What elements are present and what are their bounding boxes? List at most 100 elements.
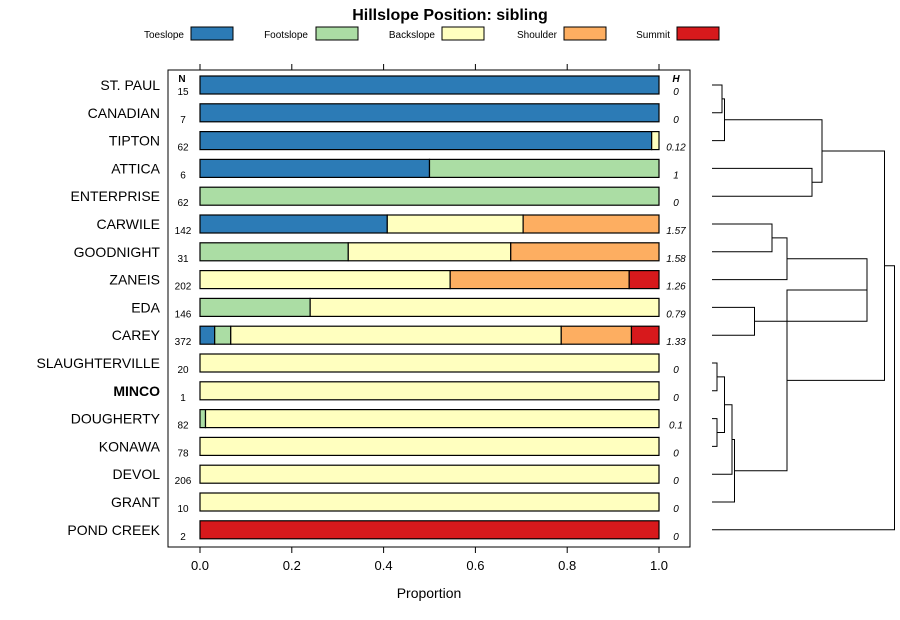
dendrogram-branch xyxy=(712,405,732,475)
row-slaughterville: SLAUGHTERVILLE 20 0 xyxy=(37,354,680,376)
bar-segment-backslope xyxy=(200,437,659,455)
row-h-value: 0 xyxy=(673,198,679,209)
bar-segment-backslope xyxy=(206,410,659,428)
bar-segment-shoulder xyxy=(511,243,659,261)
dendrogram-branch xyxy=(717,377,725,433)
row-grant: GRANT 10 0 xyxy=(111,493,679,515)
legend-label-toeslope: Toeslope xyxy=(144,30,184,41)
legend-swatch-shoulder xyxy=(564,27,606,40)
row-label: GOODNIGHT xyxy=(74,244,161,260)
legend-swatch-toeslope xyxy=(191,27,233,40)
row-h-value: 0.1 xyxy=(669,421,683,432)
row-n-value: 78 xyxy=(177,448,189,459)
legend-swatch-summit xyxy=(677,27,719,40)
row-label: EDA xyxy=(131,299,160,315)
row-h-value: 0 xyxy=(673,504,679,515)
n-column-header: N xyxy=(178,74,185,85)
row-h-value: 0 xyxy=(673,115,679,126)
row-n-value: 10 xyxy=(177,504,189,515)
row-attica: ATTICA 6 1 xyxy=(111,159,679,181)
row-label: CAREY xyxy=(112,327,161,343)
row-zaneis: ZANEIS 202 1.26 xyxy=(109,271,686,293)
row-label: GRANT xyxy=(111,494,160,510)
row-pond-creek: POND CREEK 2 0 xyxy=(67,521,679,543)
row-h-value: 1.33 xyxy=(666,337,686,348)
bar-segment-backslope xyxy=(348,243,510,261)
top-axis-ticks xyxy=(200,64,659,70)
row-carwile: CARWILE 142 1.57 xyxy=(96,215,686,237)
bar-segment-backslope xyxy=(310,298,659,316)
dendrogram-branch xyxy=(712,238,787,280)
row-n-value: 6 xyxy=(180,170,186,181)
dendrogram-branch xyxy=(787,151,885,380)
row-label: CANADIAN xyxy=(88,105,160,121)
bar-segment-footslope xyxy=(200,298,310,316)
row-label: DOUGHERTY xyxy=(71,411,161,427)
dendrogram-branch xyxy=(712,99,725,141)
row-h-value: 1 xyxy=(673,170,679,181)
bar-segment-shoulder xyxy=(450,271,629,289)
x-axis-title: Proportion xyxy=(397,585,462,601)
x-tick-label: 1.0 xyxy=(650,558,668,573)
dendrogram-branch xyxy=(712,419,717,447)
row-carey: CAREY 372 1.33 xyxy=(112,326,686,348)
x-tick-label: 0.6 xyxy=(466,558,484,573)
bar-segment-toeslope xyxy=(200,215,387,233)
dendrogram-branch xyxy=(712,439,735,502)
row-label: TIPTON xyxy=(109,133,160,149)
chart-title: Hillslope Position: sibling xyxy=(352,7,548,24)
row-canadian: CANADIAN 7 0 xyxy=(88,104,680,126)
row-n-value: 62 xyxy=(177,198,189,209)
row-label: DEVOL xyxy=(113,466,161,482)
row-label: CARWILE xyxy=(96,216,160,232)
row-label: KONAWA xyxy=(99,438,161,454)
bar-segment-summit xyxy=(631,326,659,344)
dendrogram xyxy=(712,85,895,530)
row-n-value: 2 xyxy=(180,532,186,543)
legend-label-footslope: Footslope xyxy=(264,30,308,41)
row-h-value: 0.79 xyxy=(666,309,686,320)
row-n-value: 62 xyxy=(177,143,189,154)
legend-swatch-footslope xyxy=(316,27,358,40)
bar-segment-summit xyxy=(629,271,659,289)
row-h-value: 0 xyxy=(673,532,679,543)
legend-swatch-backslope xyxy=(442,27,484,40)
row-h-value: 0 xyxy=(673,87,679,98)
row-label: ZANEIS xyxy=(109,272,160,288)
row-h-value: 1.26 xyxy=(666,282,686,293)
bar-segment-toeslope xyxy=(200,159,430,177)
bar-segment-toeslope xyxy=(200,326,215,344)
dendrogram-branch xyxy=(712,168,812,196)
bar-segment-backslope xyxy=(200,465,659,483)
bar-segment-summit xyxy=(200,521,659,539)
row-n-value: 372 xyxy=(175,337,192,348)
row-h-value: 0 xyxy=(673,365,679,376)
bar-segment-toeslope xyxy=(200,132,652,150)
bar-segment-shoulder xyxy=(523,215,659,233)
row-konawa: KONAWA 78 0 xyxy=(99,437,679,459)
dendrogram-branch xyxy=(712,363,717,391)
bar-segment-toeslope xyxy=(200,76,659,94)
row-goodnight: GOODNIGHT 31 1.58 xyxy=(74,243,687,265)
row-h-value: 0 xyxy=(673,393,679,404)
row-dougherty: DOUGHERTY 82 0.1 xyxy=(71,410,683,432)
bar-segment-footslope xyxy=(200,243,348,261)
row-n-value: 15 xyxy=(177,87,189,98)
bar-segment-footslope xyxy=(200,187,659,205)
x-tick-label: 0.0 xyxy=(191,558,209,573)
x-tick-label: 0.2 xyxy=(283,558,301,573)
bar-segment-backslope xyxy=(200,382,659,400)
row-eda: EDA 146 0.79 xyxy=(131,298,686,320)
row-devol: DEVOL 206 0 xyxy=(113,465,680,487)
hillslope-chart: Hillslope Position: sibling Toeslope Foot… xyxy=(0,0,900,620)
x-axis: 0.0 0.2 0.4 0.6 0.8 1.0 xyxy=(191,547,668,573)
row-h-value: 0.12 xyxy=(666,143,686,154)
row-n-value: 206 xyxy=(175,476,192,487)
x-tick-label: 0.8 xyxy=(558,558,576,573)
bar-segment-backslope xyxy=(200,493,659,511)
row-st-paul: ST. PAUL 15 0 xyxy=(100,76,679,98)
row-label: MINCO xyxy=(113,383,160,399)
bar-segment-footslope xyxy=(215,326,231,344)
legend-label-shoulder: Shoulder xyxy=(517,30,558,41)
